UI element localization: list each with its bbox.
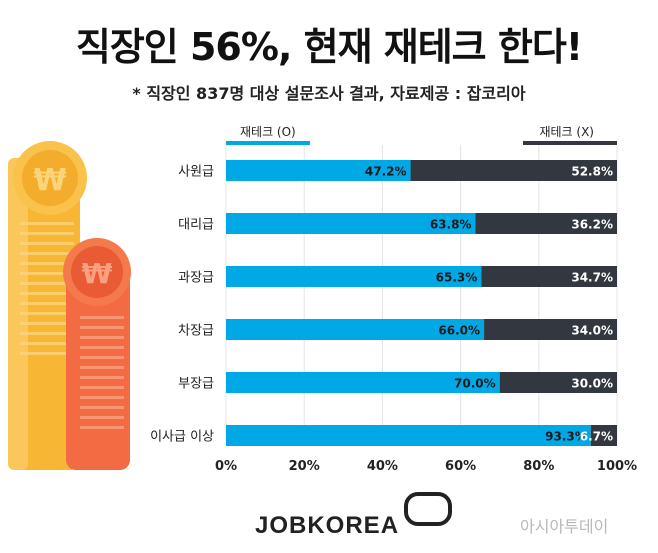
category-label: 차장급 — [178, 324, 214, 339]
jobkorea-logo: JOBKOREA — [255, 512, 400, 539]
bar-yes — [226, 160, 411, 181]
jobkorea-logo-ring — [404, 492, 452, 526]
bar-yes — [226, 266, 482, 287]
bar-yes — [226, 425, 591, 446]
x-tick-label: 80% — [523, 459, 554, 474]
bar-no — [499, 372, 617, 393]
category-label: 사원급 — [178, 165, 214, 180]
page-title: 직장인 56%, 현재 재테크 한다! — [75, 25, 583, 69]
bar-no — [410, 160, 617, 181]
data-label-yes: 63.8% — [430, 218, 472, 232]
data-label-yes: 93.3% — [545, 430, 587, 444]
data-label-no: 6.7% — [580, 430, 613, 444]
data-label-yes: 70.0% — [454, 377, 496, 391]
legend-swatch-yes — [226, 141, 310, 145]
category-label: 대리급 — [178, 218, 214, 233]
legend-label-yes: 재테크 (O) — [240, 125, 296, 139]
bar-yes — [226, 319, 485, 340]
data-label-no: 36.2% — [571, 218, 613, 232]
data-label-yes: 66.0% — [438, 324, 480, 338]
data-label-no: 30.0% — [571, 377, 613, 391]
won-coin-icon: ₩ — [8, 141, 87, 470]
data-label-no: 52.8% — [571, 165, 613, 179]
bar-yes — [226, 372, 500, 393]
svg-text:₩: ₩ — [33, 163, 66, 198]
won-coin-icon: ₩ — [63, 238, 131, 470]
page-subtitle: * 직장인 837명 대상 설문조사 결과, 자료제공 : 잡코리아 — [132, 84, 526, 103]
bar-no — [475, 213, 617, 234]
watermark: 아시아투데이 — [520, 517, 609, 536]
category-label: 이사급 이상 — [150, 430, 214, 445]
legend-label-no: 재테크 (X) — [539, 125, 594, 139]
x-tick-label: 60% — [445, 459, 476, 474]
data-label-no: 34.0% — [571, 324, 613, 338]
data-label-yes: 47.2% — [365, 165, 407, 179]
bar-no — [481, 266, 617, 287]
bar-no — [590, 425, 617, 446]
category-label: 과장급 — [178, 271, 214, 286]
data-label-yes: 65.3% — [436, 271, 478, 285]
category-label: 부장급 — [178, 377, 214, 392]
svg-text:₩: ₩ — [82, 257, 113, 290]
x-tick-label: 0% — [215, 459, 237, 474]
bar-yes — [226, 213, 476, 234]
legend-swatch-no — [523, 141, 617, 145]
x-tick-label: 40% — [367, 459, 398, 474]
x-tick-label: 20% — [289, 459, 320, 474]
x-tick-label: 100% — [597, 459, 637, 474]
bar-no — [484, 319, 617, 340]
data-label-no: 34.7% — [571, 271, 613, 285]
